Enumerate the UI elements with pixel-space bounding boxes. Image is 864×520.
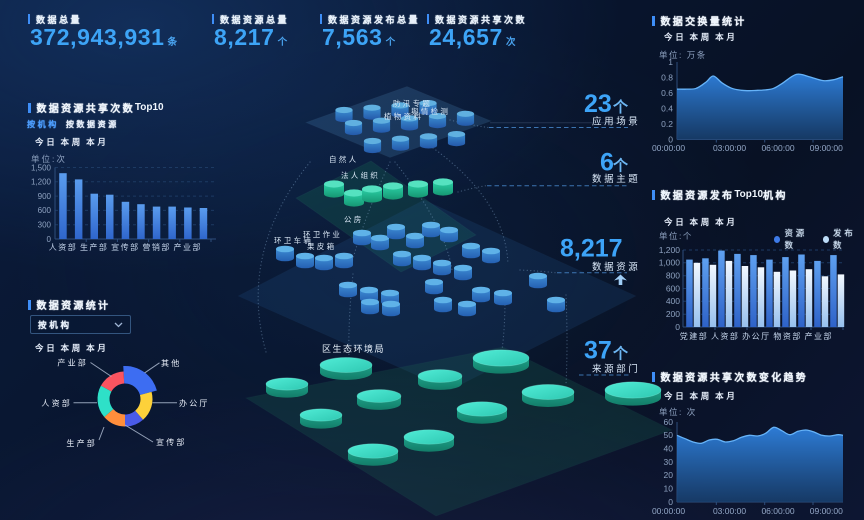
svg-text:09:00:00: 09:00:00 — [810, 143, 843, 153]
svg-text:1,500: 1,500 — [31, 163, 52, 172]
svg-text:06:00:00: 06:00:00 — [761, 506, 794, 516]
svg-text:办公厅: 办公厅 — [179, 398, 210, 408]
svg-text:1: 1 — [668, 58, 673, 67]
svg-text:宣传部: 宣传部 — [156, 437, 187, 447]
svg-text:公房: 公房 — [344, 214, 364, 224]
svg-text:0: 0 — [675, 322, 680, 332]
svg-text:其他: 其他 — [161, 358, 181, 368]
svg-text:1,000: 1,000 — [659, 258, 681, 268]
svg-text:人资部: 人资部 — [49, 242, 78, 252]
svg-text:植物资料: 植物资料 — [384, 111, 423, 121]
svg-text:法人组织: 法人组织 — [341, 170, 380, 180]
svg-text:30: 30 — [664, 457, 674, 467]
svg-text:0: 0 — [668, 134, 673, 144]
svg-text:0.6: 0.6 — [661, 88, 673, 98]
svg-text:0: 0 — [47, 235, 52, 244]
svg-text:900: 900 — [38, 192, 52, 201]
svg-text:60: 60 — [664, 418, 674, 427]
svg-text:50: 50 — [664, 430, 674, 440]
svg-text:产业部: 产业部 — [57, 358, 88, 368]
svg-text:宣传部: 宣传部 — [111, 242, 140, 252]
svg-text:600: 600 — [38, 206, 52, 215]
svg-text:生产部: 生产部 — [66, 438, 97, 448]
svg-text:防汛专题: 防汛专题 — [393, 98, 432, 108]
svg-text:产业部: 产业部 — [805, 331, 834, 341]
svg-text:单位:次: 单位:次 — [31, 154, 67, 164]
svg-text:40: 40 — [664, 444, 674, 454]
svg-text:应用场景: 应用场景 — [592, 116, 640, 128]
svg-text:10: 10 — [664, 484, 674, 494]
svg-text:06:00:00: 06:00:00 — [761, 143, 794, 153]
svg-text:物资部: 物资部 — [773, 331, 802, 341]
svg-text:0: 0 — [668, 497, 673, 507]
svg-text:600: 600 — [666, 283, 680, 293]
svg-text:400: 400 — [666, 296, 680, 306]
svg-text:03:00:00: 03:00:00 — [713, 143, 746, 153]
svg-text:自然人: 自然人 — [329, 154, 358, 164]
svg-text:营销部: 营销部 — [142, 242, 171, 252]
svg-text:8,217: 8,217 — [560, 235, 623, 263]
svg-text:个: 个 — [612, 345, 629, 363]
svg-text:37: 37 — [584, 337, 612, 365]
svg-text:300: 300 — [38, 221, 52, 230]
svg-text:果皮箱: 果皮箱 — [307, 241, 336, 251]
svg-text:6: 6 — [600, 149, 614, 177]
svg-text:200: 200 — [666, 309, 680, 319]
svg-text:20: 20 — [664, 470, 674, 480]
svg-text:03:00:00: 03:00:00 — [713, 506, 746, 516]
svg-text:0.8: 0.8 — [661, 72, 673, 82]
svg-text:产业部: 产业部 — [174, 242, 203, 252]
svg-text:舆情检测: 舆情检测 — [411, 106, 450, 116]
svg-text:1,200: 1,200 — [659, 245, 681, 255]
svg-text:人资部: 人资部 — [711, 331, 740, 341]
svg-text:0.2: 0.2 — [661, 119, 673, 129]
svg-text:数据主题: 数据主题 — [592, 173, 640, 185]
svg-text:0.4: 0.4 — [661, 103, 673, 113]
svg-text:个: 个 — [612, 157, 629, 175]
svg-text:09:00:00: 09:00:00 — [810, 506, 843, 516]
svg-text:环卫作业: 环卫作业 — [303, 229, 342, 239]
svg-text:1,200: 1,200 — [31, 178, 52, 187]
svg-text:人资部: 人资部 — [41, 398, 72, 408]
svg-text:数据资源: 数据资源 — [592, 261, 640, 273]
svg-text:800: 800 — [666, 271, 680, 281]
svg-text:办公厅: 办公厅 — [742, 331, 771, 341]
svg-text:00:00:00: 00:00:00 — [652, 506, 685, 516]
svg-text:来源部门: 来源部门 — [592, 363, 640, 375]
svg-text:生产部: 生产部 — [80, 242, 109, 252]
svg-text:23: 23 — [584, 90, 612, 118]
svg-text:个: 个 — [612, 98, 629, 116]
svg-text:党建部: 党建部 — [680, 331, 709, 341]
svg-text:区生态环境局: 区生态环境局 — [322, 343, 385, 354]
svg-text:00:00:00: 00:00:00 — [652, 143, 685, 153]
svg-text:环卫车辆: 环卫车辆 — [274, 235, 313, 245]
